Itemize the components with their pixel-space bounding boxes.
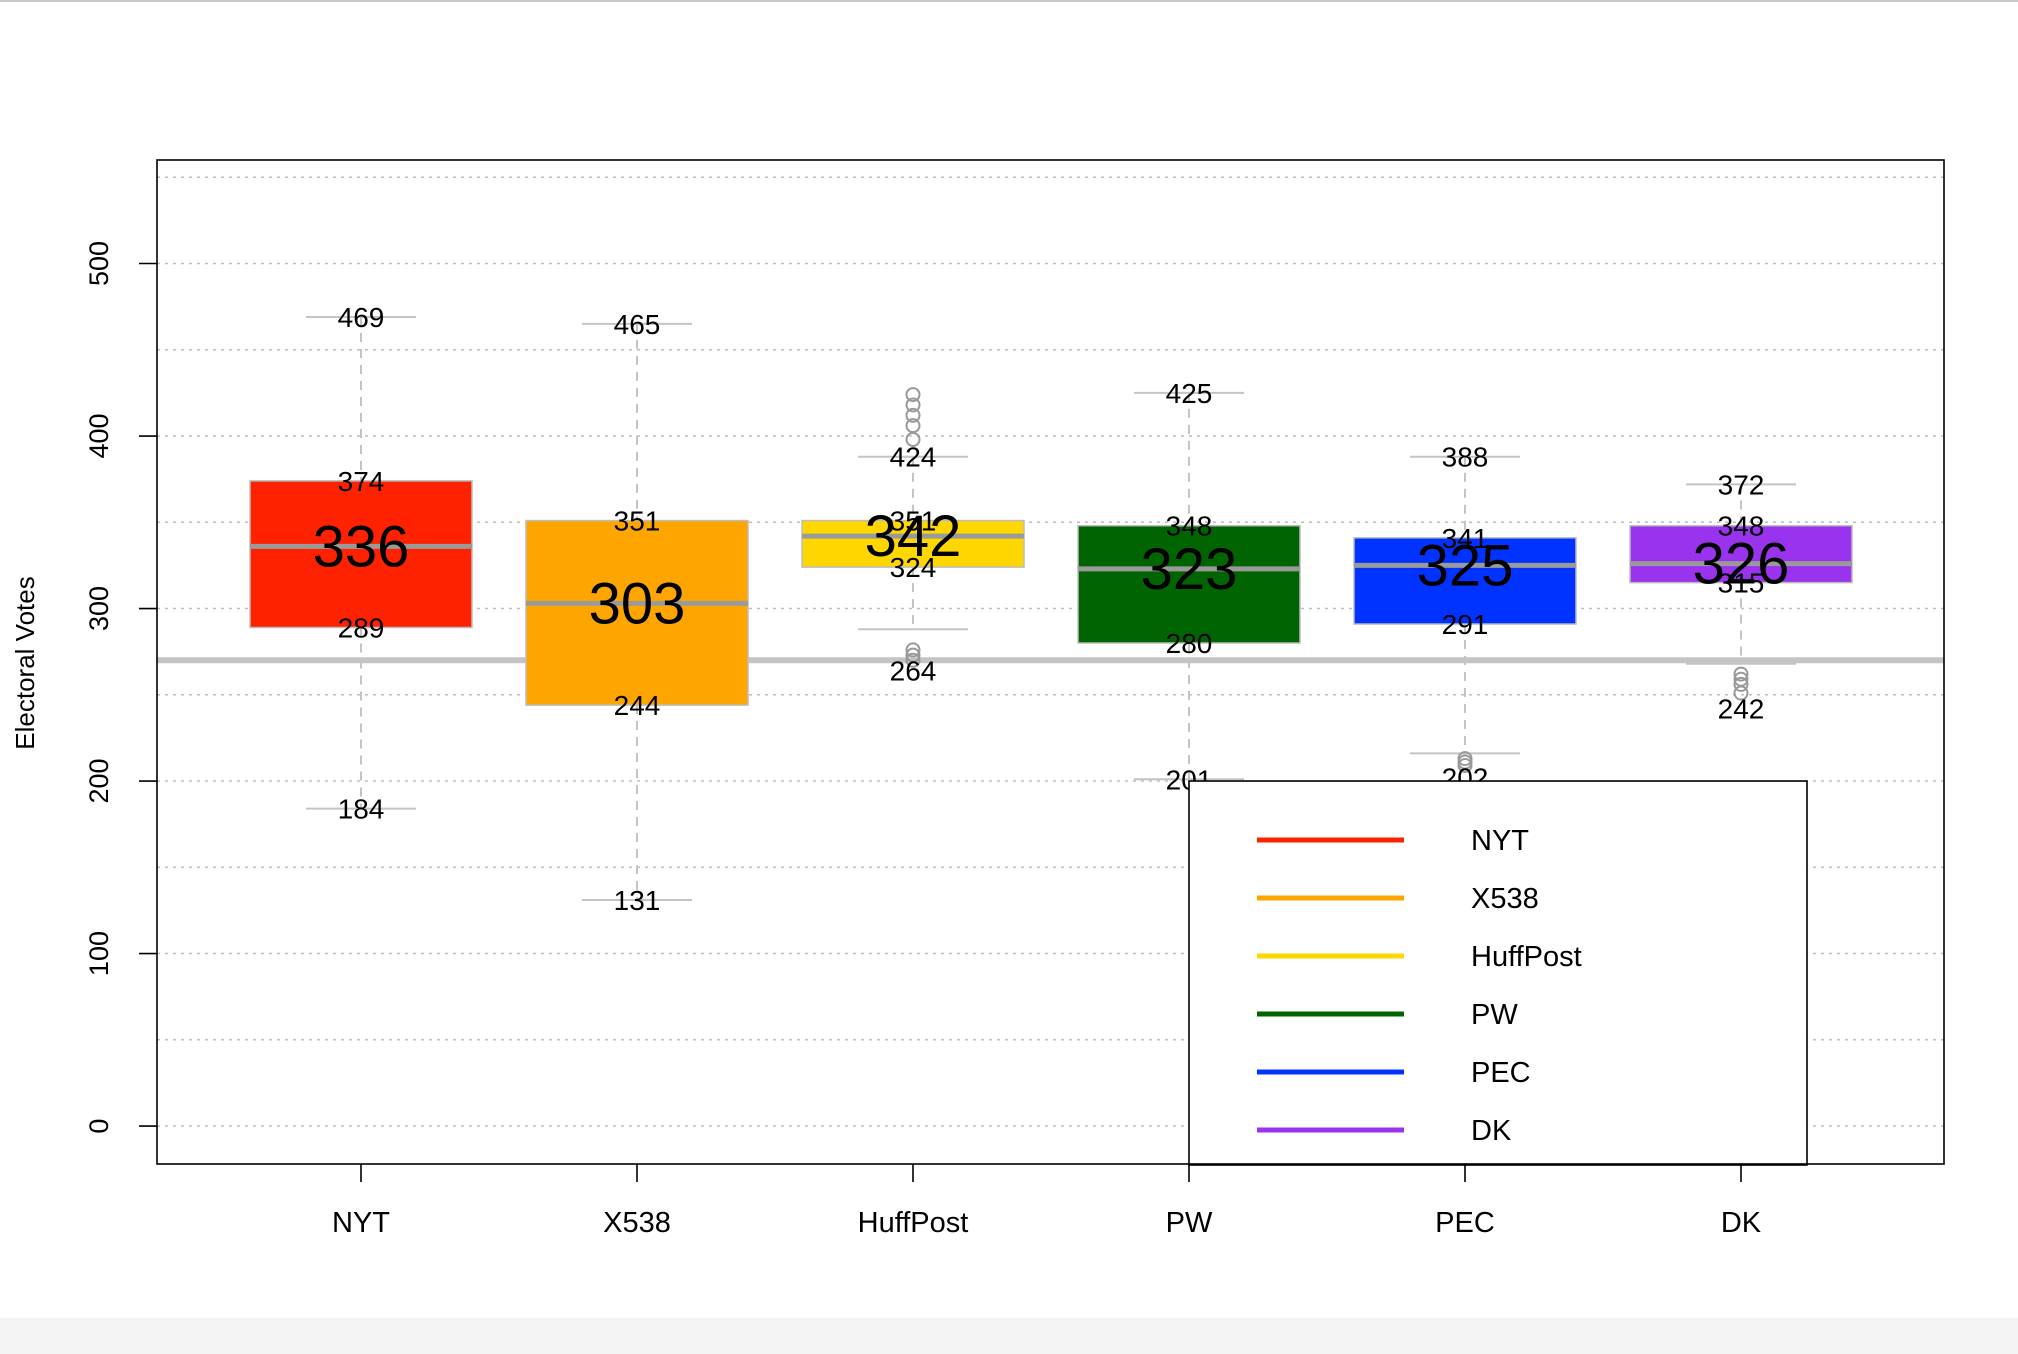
legend-label: HuffPost: [1471, 941, 1582, 973]
x-tick-label: HuffPost: [858, 1207, 969, 1239]
label-q3: 341: [1442, 523, 1489, 554]
legend-label: X538: [1471, 883, 1539, 915]
box-x538: [525, 322, 749, 902]
label-median: 336: [313, 514, 410, 579]
axes: 0 100 200 300 400 500 NYT X538 HuffPost PW PEC DK: [84, 241, 1762, 1239]
x-tick-label: PEC: [1435, 1207, 1495, 1239]
label-median: 326: [1693, 532, 1790, 597]
label-q3: 348: [1166, 511, 1213, 542]
box-nyt: [249, 315, 473, 810]
outlier-point: [905, 387, 921, 403]
label-q1: 289: [338, 612, 385, 643]
outlier-point: [905, 397, 921, 413]
y-tick-label: 400: [84, 413, 114, 458]
label-whisker-low: 131: [614, 885, 661, 916]
y-tick-label: 300: [84, 586, 114, 631]
box-body: [801, 519, 1025, 568]
label-q3: 374: [338, 466, 385, 497]
x-tick-label: NYT: [332, 1207, 390, 1239]
y-tick-label: 0: [84, 1119, 114, 1134]
label-median: 323: [1141, 537, 1238, 602]
outlier-point: [905, 642, 921, 658]
legend-label: PEC: [1471, 1057, 1531, 1089]
label-q1: 291: [1442, 609, 1489, 640]
label-whisker-low: 264: [890, 656, 937, 687]
label-whisker-low: 242: [1718, 694, 1765, 725]
label-q1: 324: [890, 552, 937, 583]
outlier-point: [905, 652, 921, 668]
label-q3: 348: [1718, 511, 1765, 542]
box-body: [249, 480, 473, 629]
label-whisker-high: 388: [1442, 442, 1489, 473]
label-median: 325: [1417, 533, 1514, 598]
plot-frame: [156, 159, 1945, 1165]
top-border: [0, 0, 2018, 2]
y-axis-title: Electoral Votes: [10, 576, 40, 749]
outlier-point: [1733, 676, 1749, 692]
box-body: [525, 519, 749, 706]
label-q1: 280: [1166, 628, 1213, 659]
outlier-point: [905, 431, 921, 447]
x-tick-label: X538: [603, 1207, 671, 1239]
label-whisker-high: 469: [338, 302, 385, 333]
box-body: [1077, 524, 1301, 644]
label-q3: 351: [614, 506, 661, 537]
y-tick-label: 200: [84, 758, 114, 803]
label-whisker-high: 425: [1166, 378, 1213, 409]
outlier-point: [1733, 666, 1749, 682]
bottom-band: [0, 1318, 2018, 1354]
y-tick-label: 100: [84, 931, 114, 976]
outlier-point: [905, 407, 921, 423]
x-tick-label: PW: [1166, 1207, 1213, 1239]
legend-label: NYT: [1471, 825, 1529, 857]
box-huffpost: [801, 387, 1025, 668]
box-dk: [1629, 483, 1853, 701]
label-whisker-high: 465: [614, 309, 661, 340]
outlier-point: [1457, 758, 1473, 774]
label-median: 303: [589, 571, 686, 636]
y-tick-label: 500: [84, 241, 114, 286]
label-whisker-high: 372: [1718, 469, 1765, 500]
box-body: [1629, 524, 1853, 584]
outlier-point: [1733, 685, 1749, 701]
label-median: 342: [865, 504, 962, 569]
label-q1: 315: [1718, 568, 1765, 599]
outlier-point: [905, 647, 921, 663]
label-whisker-high: 424: [890, 442, 937, 473]
box-body: [1353, 537, 1577, 625]
legend-label: DK: [1471, 1115, 1512, 1147]
value-labels: 469 374 289 184 336 465 351 244 131 303 424 351 324 2…: [313, 302, 1790, 916]
legend-label: PW: [1471, 999, 1518, 1031]
legend: NYT X538 HuffPost PW PEC DK: [1188, 780, 1808, 1166]
label-q1: 244: [614, 690, 661, 721]
legend-box: [1188, 780, 1808, 1166]
label-q3: 351: [890, 506, 937, 537]
x-tick-label: DK: [1721, 1207, 1762, 1239]
box-pw: [1077, 391, 1301, 781]
boxes: [249, 315, 1853, 902]
label-whisker-low: 184: [338, 794, 385, 825]
box-pec: [1353, 455, 1577, 774]
